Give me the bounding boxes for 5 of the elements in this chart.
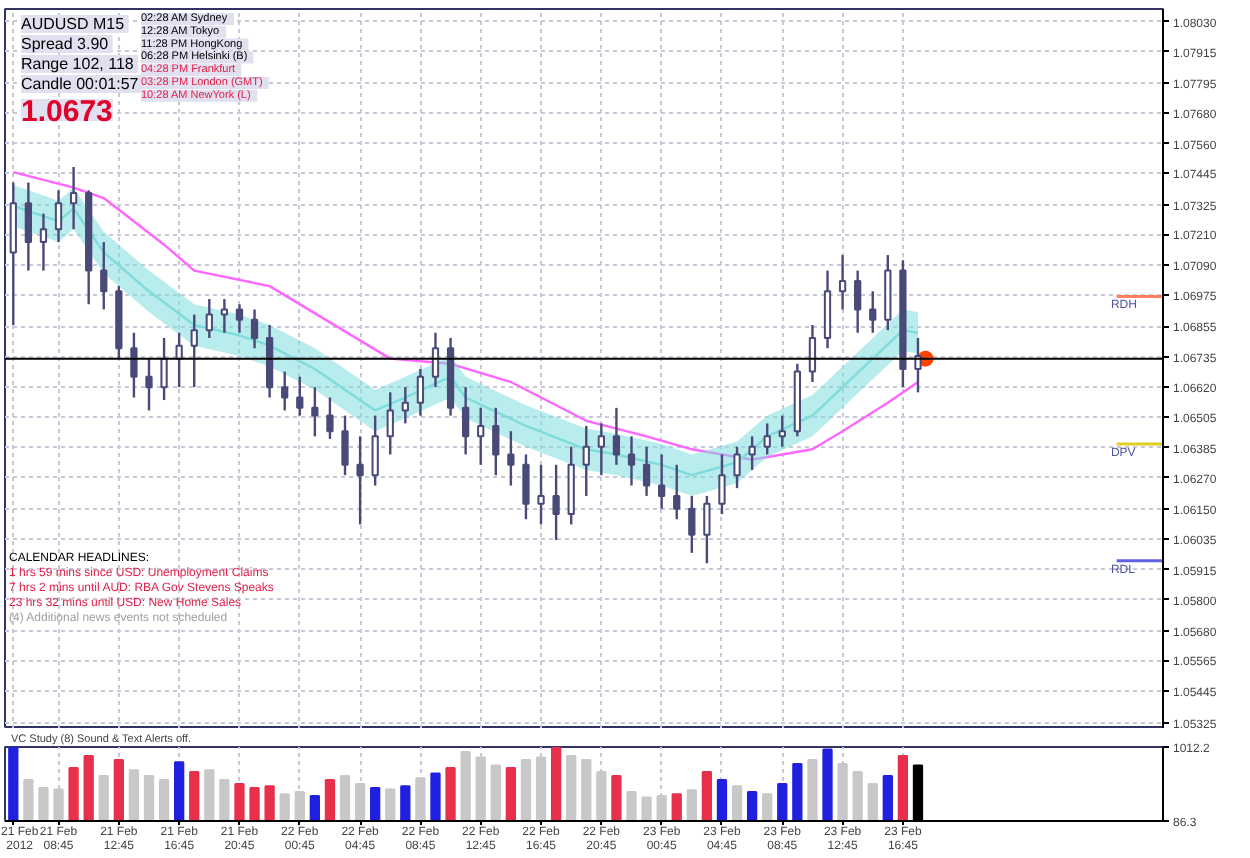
annotation: 1.0673: [21, 95, 113, 129]
annotation: Range 102, 118: [21, 55, 135, 73]
annotation: AUDUSD M15: [21, 15, 126, 33]
annotation: Spread 3.90: [21, 35, 110, 53]
annotation: Candle 00:01:57: [21, 75, 140, 93]
